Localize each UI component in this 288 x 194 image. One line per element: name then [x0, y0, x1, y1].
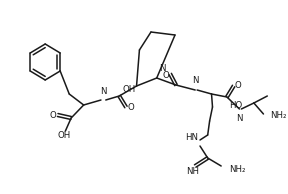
Text: N: N: [159, 64, 165, 73]
Text: NH₂: NH₂: [270, 112, 287, 120]
Text: OH: OH: [58, 132, 71, 140]
Text: N: N: [236, 114, 243, 123]
Text: OH: OH: [122, 86, 135, 94]
Text: NH: NH: [186, 166, 199, 176]
Text: O: O: [127, 104, 134, 113]
Text: NH₂: NH₂: [229, 165, 245, 173]
Text: N: N: [192, 76, 198, 85]
Text: HO: HO: [229, 100, 242, 109]
Text: O: O: [234, 81, 241, 89]
Text: N: N: [100, 87, 106, 96]
Text: HN: HN: [185, 133, 198, 143]
Text: O: O: [162, 72, 169, 81]
Text: O: O: [50, 111, 56, 120]
